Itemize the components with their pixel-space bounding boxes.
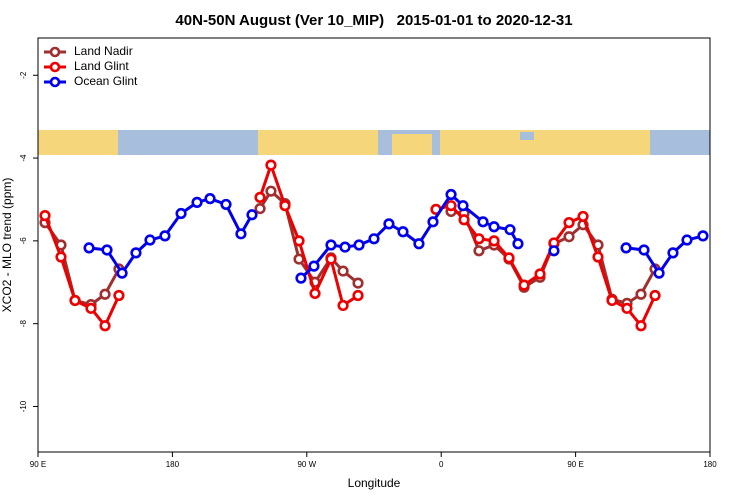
data-point — [352, 289, 364, 302]
data-point — [427, 216, 439, 228]
plot-frame — [37, 37, 711, 453]
data-point — [635, 320, 647, 332]
data-point — [368, 233, 380, 245]
data-point — [445, 200, 457, 212]
data-point — [563, 231, 575, 243]
data-point — [518, 279, 530, 291]
data-point — [99, 288, 111, 300]
data-point — [175, 207, 187, 220]
data-point — [265, 159, 277, 171]
data-point — [295, 272, 307, 284]
data-point — [116, 267, 128, 279]
data-point — [85, 302, 97, 314]
series-line — [299, 192, 520, 280]
y-tick-label: -8 — [19, 320, 28, 328]
data-point — [254, 191, 266, 203]
data-point — [204, 193, 216, 205]
data-point — [383, 218, 395, 230]
x-tick-label: 180 — [166, 460, 180, 469]
data-point — [337, 299, 349, 312]
data-point — [293, 253, 305, 265]
data-point — [697, 230, 709, 242]
data-point — [512, 238, 524, 250]
data-point — [144, 234, 156, 246]
data-point — [458, 214, 470, 226]
y-tick-label: -10 — [19, 400, 28, 412]
series-line — [258, 163, 359, 307]
data-point — [488, 235, 500, 247]
legend-label: Land Nadir — [74, 44, 133, 58]
data-point — [477, 216, 489, 228]
data-point — [55, 251, 67, 263]
x-tick-label: 90 E — [567, 460, 583, 469]
legend-marker — [49, 46, 61, 58]
data-point — [353, 239, 365, 251]
data-point — [39, 210, 51, 222]
data-point — [308, 260, 320, 272]
data-point — [130, 247, 142, 259]
x-tick-label: 90 E — [30, 460, 46, 469]
data-point — [504, 224, 516, 236]
data-point — [667, 247, 679, 259]
data-point — [503, 252, 515, 264]
data-point — [159, 230, 171, 242]
data-point — [635, 288, 647, 300]
data-point — [83, 242, 95, 254]
data-point — [246, 209, 258, 221]
data-point — [279, 200, 291, 212]
data-point — [413, 238, 425, 250]
map-strip — [38, 130, 710, 155]
data-point — [653, 267, 665, 279]
x-tick-label: 90 W — [297, 460, 316, 469]
data-point — [473, 233, 485, 245]
data-point — [548, 245, 560, 257]
data-point — [621, 302, 633, 314]
data-point — [620, 242, 632, 254]
data-point — [265, 185, 277, 197]
data-point — [235, 228, 247, 240]
data-point — [339, 241, 351, 253]
data-point — [592, 251, 604, 263]
data-point — [191, 196, 203, 208]
data-point — [563, 217, 575, 229]
data-point — [577, 210, 589, 223]
chart-title: 40N-50N August (Ver 10_MIP) 2015-01-01 t… — [175, 12, 572, 29]
data-point — [101, 244, 113, 256]
data-point — [397, 226, 409, 238]
data-point — [534, 268, 546, 280]
x-axis-label: Longitude — [348, 476, 401, 490]
series-line — [435, 204, 657, 328]
series-line — [43, 215, 121, 328]
data-point — [681, 234, 693, 246]
data-point — [638, 244, 650, 256]
data-point — [325, 239, 337, 251]
data-point — [113, 289, 125, 302]
legend-label: Ocean Glint — [74, 74, 138, 88]
y-tick-label: -4 — [19, 154, 28, 162]
legend-marker — [49, 61, 61, 73]
legend-label: Land Glint — [74, 59, 129, 73]
data-point — [254, 202, 266, 215]
data-point — [488, 221, 500, 233]
data-point — [649, 289, 661, 302]
data-point — [445, 188, 457, 201]
data-point — [293, 235, 305, 247]
data-point — [325, 253, 337, 265]
data-point — [220, 198, 232, 211]
data-point — [337, 265, 349, 277]
data-point — [69, 294, 81, 307]
data-point — [99, 320, 111, 332]
data-point — [606, 294, 618, 307]
y-axis-label: XCO2 - MLO trend (ppm) — [0, 178, 14, 313]
legend-marker — [49, 76, 61, 88]
y-tick-label: -2 — [19, 71, 28, 79]
data-point — [473, 245, 485, 257]
x-tick-label: 0 — [439, 460, 444, 469]
data-point — [309, 287, 321, 300]
data-point — [352, 277, 364, 289]
x-tick-label: 180 — [703, 460, 717, 469]
y-tick-label: -6 — [19, 237, 28, 245]
data-point — [457, 200, 469, 212]
